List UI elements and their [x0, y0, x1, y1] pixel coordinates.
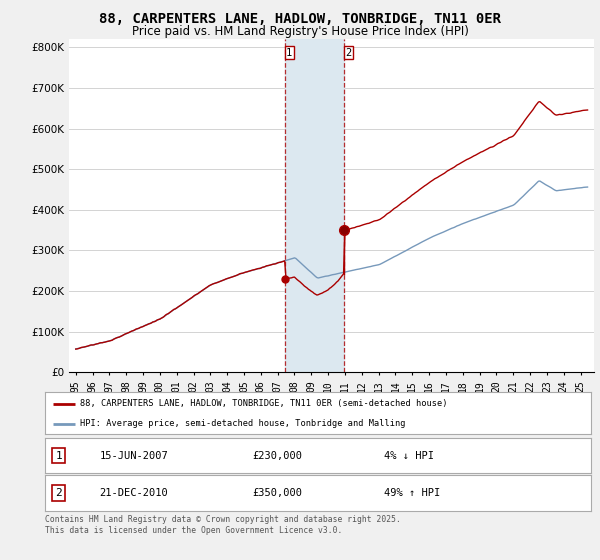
Text: 88, CARPENTERS LANE, HADLOW, TONBRIDGE, TN11 0ER: 88, CARPENTERS LANE, HADLOW, TONBRIDGE, … [99, 12, 501, 26]
Text: £230,000: £230,000 [253, 451, 302, 460]
Text: 21-DEC-2010: 21-DEC-2010 [100, 488, 169, 498]
Text: HPI: Average price, semi-detached house, Tonbridge and Malling: HPI: Average price, semi-detached house,… [80, 419, 406, 428]
Text: 2: 2 [55, 488, 62, 498]
Text: 2: 2 [345, 48, 352, 58]
Text: 1: 1 [55, 451, 62, 460]
Text: Price paid vs. HM Land Registry's House Price Index (HPI): Price paid vs. HM Land Registry's House … [131, 25, 469, 38]
Text: Contains HM Land Registry data © Crown copyright and database right 2025.
This d: Contains HM Land Registry data © Crown c… [45, 515, 401, 535]
Text: 88, CARPENTERS LANE, HADLOW, TONBRIDGE, TN11 0ER (semi-detached house): 88, CARPENTERS LANE, HADLOW, TONBRIDGE, … [80, 399, 448, 408]
Bar [285, 39, 344, 372]
Text: £350,000: £350,000 [253, 488, 302, 498]
Text: 15-JUN-2007: 15-JUN-2007 [100, 451, 169, 460]
Text: 49% ↑ HPI: 49% ↑ HPI [383, 488, 440, 498]
Text: 4% ↓ HPI: 4% ↓ HPI [383, 451, 434, 460]
Text: 1: 1 [286, 48, 292, 58]
